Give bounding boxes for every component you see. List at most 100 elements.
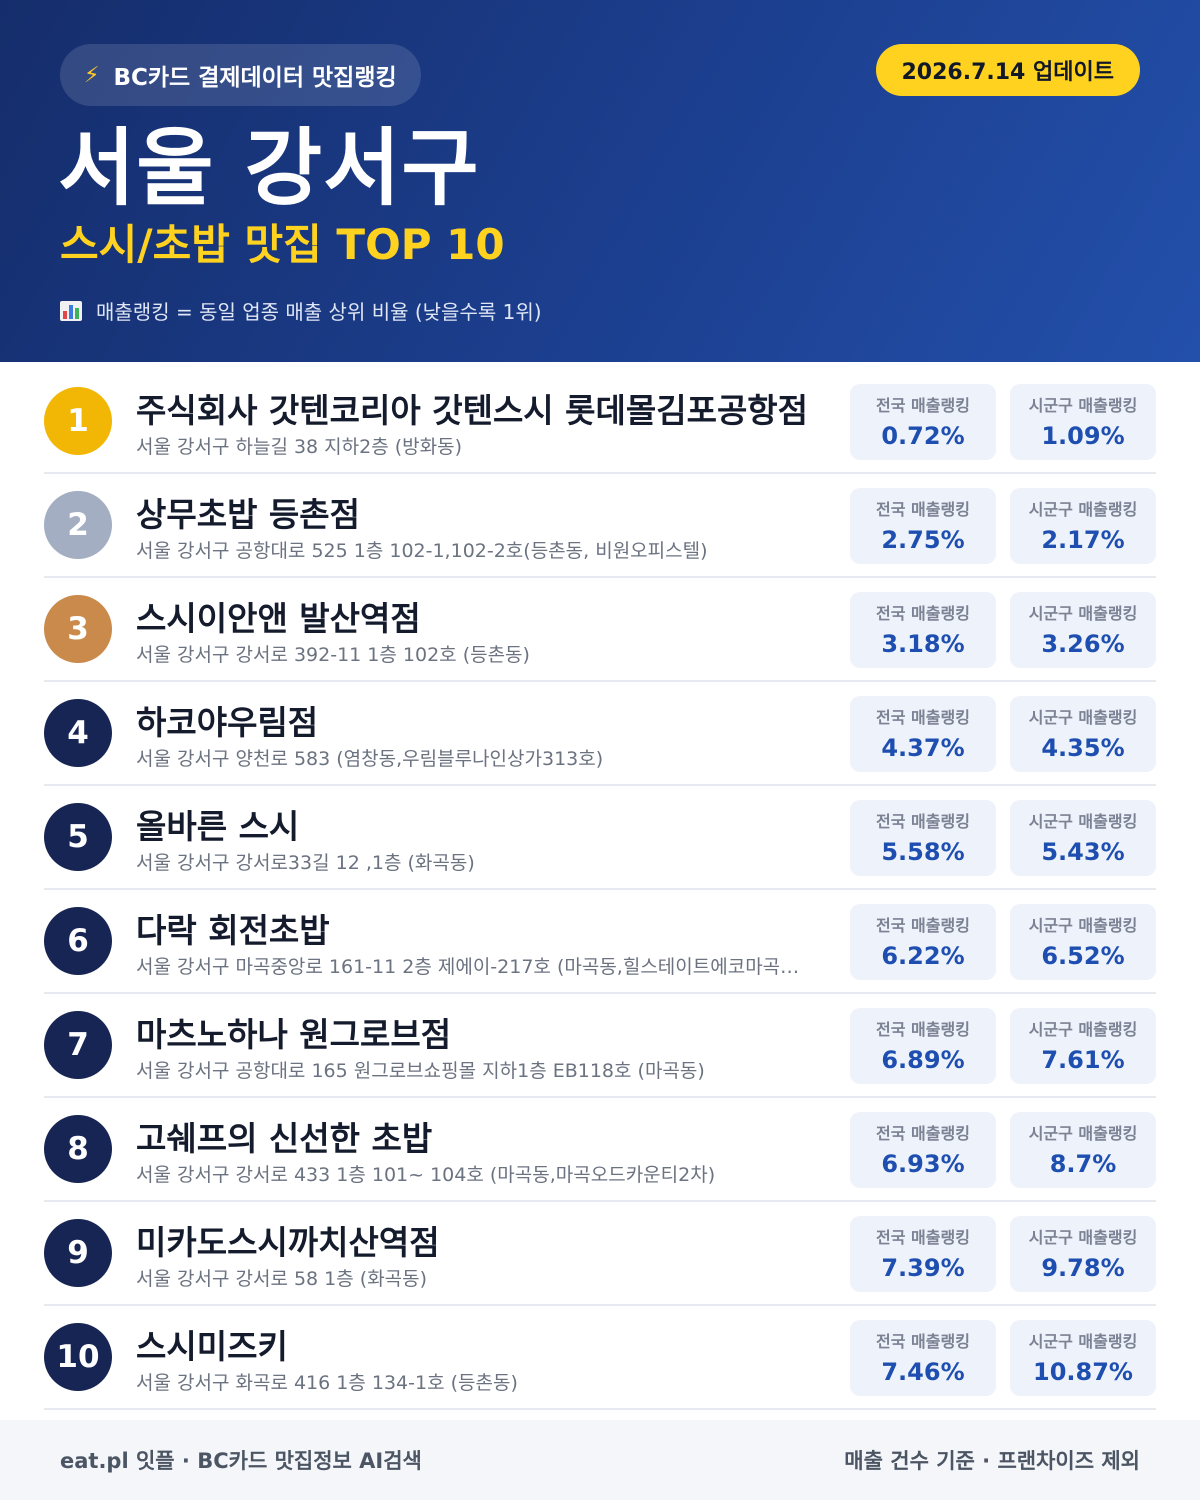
local-ranking-box: 시군구 매출랭킹 8.7%	[1010, 1112, 1156, 1188]
local-ranking-box: 시군구 매출랭킹 2.17%	[1010, 488, 1156, 564]
restaurant-address: 서울 강서구 강서로 433 1층 101~ 104호 (마곡동,마곡오드카운티…	[136, 1164, 716, 1186]
restaurant-address: 서울 강서구 화곡로 416 1층 134-1호 (등촌동)	[136, 1372, 518, 1394]
local-ranking-box: 시군구 매출랭킹 10.87%	[1010, 1320, 1156, 1396]
brand-label: BC카드 결제데이터 맛집랭킹	[113, 65, 397, 91]
national-ranking-label: 전국 매출랭킹	[876, 1124, 970, 1143]
local-ranking-value: 6.52%	[1041, 942, 1125, 970]
national-ranking-value: 6.89%	[881, 1046, 965, 1074]
restaurant-name: 하코야우림점	[136, 703, 319, 742]
national-ranking-value: 6.93%	[881, 1150, 965, 1178]
list-item[interactable]: 9 미카도스시까치산역점 서울 강서구 강서로 58 1층 (화곡동) 전국 매출랭킹…	[44, 1202, 1156, 1306]
local-ranking-box: 시군구 매출랭킹 5.43%	[1010, 800, 1156, 876]
list-item[interactable]: 1 주식회사 갓텐코리아 갓텐스시 롯데몰김포공항점 서울 강서구 하늘길 38 지…	[44, 370, 1156, 474]
restaurant-name: 다락 회전초밥	[136, 911, 330, 950]
restaurant-name: 상무초밥 등촌점	[136, 495, 361, 534]
local-ranking-box: 시군구 매출랭킹 9.78%	[1010, 1216, 1156, 1292]
national-ranking-value: 4.37%	[881, 734, 965, 762]
national-ranking-box: 전국 매출랭킹 7.39%	[850, 1216, 996, 1292]
restaurant-address: 서울 강서구 강서로 392-11 1층 102호 (등촌동)	[136, 644, 530, 666]
national-ranking-label: 전국 매출랭킹	[876, 1332, 970, 1351]
national-ranking-box: 전국 매출랭킹 4.37%	[850, 696, 996, 772]
national-ranking-value: 6.22%	[881, 942, 965, 970]
restaurant-address: 서울 강서구 양천로 583 (염창동,우림블루나인상가313호)	[136, 748, 604, 770]
header-banner: ⚡ BC카드 결제데이터 맛집랭킹 2026.7.14 업데이트 서울 강서구 …	[0, 0, 1200, 362]
local-ranking-label: 시군구 매출랭킹	[1028, 396, 1138, 415]
local-ranking-label: 시군구 매출랭킹	[1028, 1332, 1138, 1351]
rank-badge: 6	[44, 907, 112, 975]
local-ranking-value: 10.87%	[1033, 1358, 1133, 1386]
national-ranking-value: 7.46%	[881, 1358, 965, 1386]
lightning-icon: ⚡	[84, 62, 100, 88]
local-ranking-box: 시군구 매출랭킹 7.61%	[1010, 1008, 1156, 1084]
rank-badge: 7	[44, 1011, 112, 1079]
ranking-legend: 매출랭킹 = 동일 업종 매출 상위 비율 (낮을수록 1위)	[60, 296, 542, 325]
update-badge: 2026.7.14 업데이트	[875, 44, 1140, 96]
restaurant-name: 미카도스시까치산역점	[136, 1223, 440, 1262]
national-ranking-label: 전국 매출랭킹	[876, 708, 970, 727]
national-ranking-box: 전국 매출랭킹 0.72%	[850, 384, 996, 460]
rank-badge: 1	[44, 387, 112, 455]
brand-pill: ⚡ BC카드 결제데이터 맛집랭킹	[60, 44, 421, 106]
local-ranking-value: 8.7%	[1049, 1150, 1117, 1178]
national-ranking-box: 전국 매출랭킹 7.46%	[850, 1320, 996, 1396]
national-ranking-box: 전국 매출랭킹 6.89%	[850, 1008, 996, 1084]
local-ranking-label: 시군구 매출랭킹	[1028, 1020, 1138, 1039]
restaurant-name: 마츠노하나 원그로브점	[136, 1015, 452, 1054]
local-ranking-label: 시군구 매출랭킹	[1028, 812, 1138, 831]
local-ranking-label: 시군구 매출랭킹	[1028, 500, 1138, 519]
legend-text: 매출랭킹 = 동일 업종 매출 상위 비율 (낮을수록 1위)	[96, 300, 542, 324]
national-ranking-box: 전국 매출랭킹 6.93%	[850, 1112, 996, 1188]
rank-badge: 10	[44, 1323, 112, 1391]
local-ranking-label: 시군구 매출랭킹	[1028, 1124, 1138, 1143]
national-ranking-label: 전국 매출랭킹	[876, 604, 970, 623]
local-ranking-value: 5.43%	[1041, 838, 1125, 866]
restaurant-address: 서울 강서구 하늘길 38 지하2층 (방화동)	[136, 436, 463, 458]
national-ranking-value: 5.58%	[881, 838, 965, 866]
rank-badge: 8	[44, 1115, 112, 1183]
national-ranking-box: 전국 매출랭킹 5.58%	[850, 800, 996, 876]
national-ranking-value: 3.18%	[881, 630, 965, 658]
footer: eat.pl 잇플 · BC카드 맛집정보 AI검색 매출 건수 기준 · 프랜…	[0, 1420, 1200, 1500]
footer-source: eat.pl 잇플 · BC카드 맛집정보 AI검색	[60, 1449, 422, 1473]
national-ranking-label: 전국 매출랭킹	[876, 1228, 970, 1247]
local-ranking-value: 3.26%	[1041, 630, 1125, 658]
national-ranking-label: 전국 매출랭킹	[876, 396, 970, 415]
local-ranking-box: 시군구 매출랭킹 6.52%	[1010, 904, 1156, 980]
footer-note: 매출 건수 기준 · 프랜차이즈 제외	[844, 1449, 1140, 1473]
restaurant-address: 서울 강서구 공항대로 525 1층 102-1,102-2호(등촌동, 비원오…	[136, 540, 708, 562]
national-ranking-value: 2.75%	[881, 526, 965, 554]
restaurant-name: 스시이안앤 발산역점	[136, 599, 421, 638]
restaurant-address: 서울 강서구 공항대로 165 원그로브쇼핑몰 지하1층 EB118호 (마곡동…	[136, 1060, 705, 1082]
rank-badge: 4	[44, 699, 112, 767]
rank-badge: 5	[44, 803, 112, 871]
national-ranking-box: 전국 매출랭킹 3.18%	[850, 592, 996, 668]
local-ranking-box: 시군구 매출랭킹 1.09%	[1010, 384, 1156, 460]
page-subtitle: 스시/초밥 맛집 TOP 10	[60, 220, 505, 269]
page-title: 서울 강서구	[58, 119, 480, 217]
local-ranking-value: 7.61%	[1041, 1046, 1125, 1074]
restaurant-address: 서울 강서구 강서로33길 12 ,1층 (화곡동)	[136, 852, 475, 874]
local-ranking-box: 시군구 매출랭킹 4.35%	[1010, 696, 1156, 772]
national-ranking-label: 전국 매출랭킹	[876, 812, 970, 831]
local-ranking-value: 9.78%	[1041, 1254, 1125, 1282]
restaurant-name: 고쉐프의 신선한 초밥	[136, 1119, 433, 1158]
national-ranking-box: 전국 매출랭킹 2.75%	[850, 488, 996, 564]
rank-badge: 3	[44, 595, 112, 663]
rank-badge: 9	[44, 1219, 112, 1287]
national-ranking-value: 0.72%	[881, 422, 965, 450]
bar-chart-icon	[60, 300, 82, 321]
ranking-list: 1 주식회사 갓텐코리아 갓텐스시 롯데몰김포공항점 서울 강서구 하늘길 38 지…	[44, 370, 1156, 1410]
national-ranking-label: 전국 매출랭킹	[876, 1020, 970, 1039]
restaurant-name: 올바른 스시	[136, 807, 300, 846]
rank-badge: 2	[44, 491, 112, 559]
restaurant-name: 스시미즈키	[136, 1327, 288, 1366]
restaurant-address: 서울 강서구 마곡중앙로 161-11 2층 제에이-217호 (마곡동,힐스테…	[136, 956, 800, 978]
